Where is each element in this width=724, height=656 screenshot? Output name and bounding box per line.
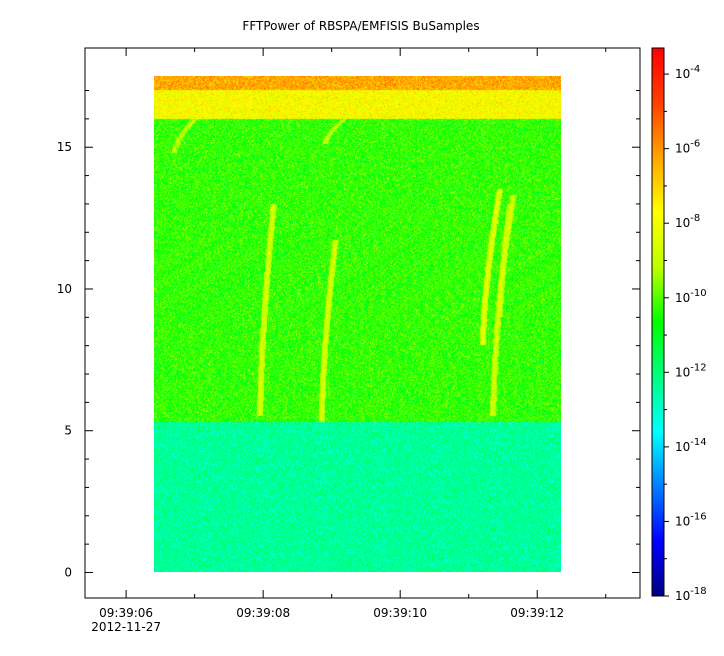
x-tick-date-label: 2012-11-27 [91, 620, 161, 634]
colorbar-tick-label: 10-6 [675, 139, 700, 156]
colorbar-tick-base: 10 [675, 291, 690, 305]
colorbar-tick-exponent: -14 [690, 437, 706, 448]
colorbar-tick-label: 10-14 [675, 437, 707, 454]
x-tick-label: 09:39:06 [99, 606, 153, 620]
colorbar-tick-exponent: -8 [690, 213, 700, 224]
colorbar-tick-base: 10 [675, 142, 690, 156]
spectrogram-image [154, 76, 561, 572]
x-tick-label: 09:39:12 [510, 606, 564, 620]
colorbar-tick-base: 10 [675, 589, 690, 603]
y-tick-label: 15 [57, 140, 72, 154]
colorbar-tick-label: 10-12 [675, 362, 707, 379]
colorbar-tick-base: 10 [675, 216, 690, 230]
chart-title: FFTPower of RBSPA/EMFISIS BuSamples [242, 19, 479, 33]
colorbar-tick-exponent: -12 [690, 362, 706, 373]
colorbar-tick-base: 10 [675, 514, 690, 528]
y-tick-label: 10 [57, 282, 72, 296]
colorbar-tick-base: 10 [675, 440, 690, 454]
colorbar-tick-exponent: -10 [690, 288, 706, 299]
colorbar-tick-label: 10-16 [675, 511, 707, 528]
x-tick-label: 09:39:10 [373, 606, 427, 620]
colorbar-tick-base: 10 [675, 365, 690, 379]
colorbar-tick-base: 10 [675, 67, 690, 81]
colorbar-tick-label: 10-8 [675, 213, 700, 230]
colorbar-tick-exponent: -16 [690, 511, 706, 522]
y-tick-label: 0 [64, 565, 72, 579]
x-tick-label: 09:39:08 [236, 606, 290, 620]
colorbar-tick-exponent: -6 [690, 139, 700, 150]
colorbar-tick-exponent: -18 [690, 586, 706, 597]
colorbar-tick-label: 10-4 [675, 64, 700, 81]
colorbar-tick-label: 10-10 [675, 288, 707, 305]
y-tick-label: 5 [64, 424, 72, 438]
colorbar-tick-label: 10-18 [675, 586, 707, 603]
y-axis: 0 5 10 15 [57, 90, 640, 579]
colorbar [651, 47, 665, 597]
colorbar-tick-exponent: -4 [690, 64, 700, 75]
